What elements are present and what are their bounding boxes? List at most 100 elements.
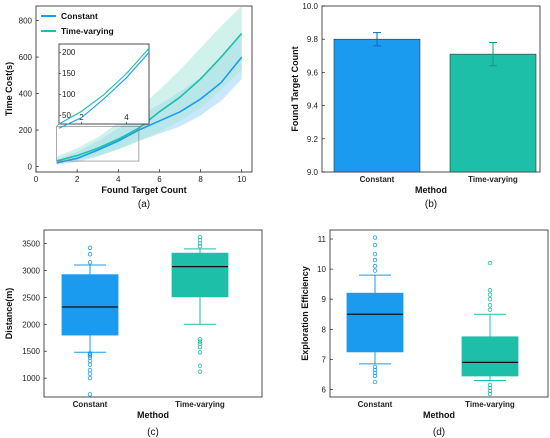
plot-a-xtick-label: 2 (75, 175, 80, 184)
plot-b-ylabel: Found Target Count (290, 46, 300, 131)
outlier-point (87, 362, 93, 367)
plot-a-xtick-label: 0 (34, 175, 39, 184)
outlier-point (487, 391, 493, 397)
inset-ytick-label: 200 (62, 48, 76, 57)
plot-a-ytick-label: 600 (19, 53, 33, 62)
plot-b-xlabel: Method (415, 185, 447, 195)
plot-a-band-time-varying (56, 6, 242, 164)
plot-b-category: Constant (360, 175, 395, 184)
plot-a-xtick-label: 10 (237, 175, 246, 184)
outlier-point (372, 268, 378, 273)
outlier-point (197, 337, 203, 342)
outlier-point (197, 339, 203, 344)
plot-a-ytick-label: 200 (19, 126, 33, 135)
plot-a-ytick-label: 800 (19, 17, 33, 26)
outlier-point (487, 388, 493, 394)
plot-a-ylabel: Time Cost(s) (4, 62, 14, 116)
zoom-region (56, 126, 140, 162)
plot-b-ytick-label: 9.0 (307, 168, 319, 177)
outlier-point (372, 370, 378, 376)
outlier-point (87, 367, 93, 373)
outlier-point (87, 252, 93, 257)
plot-b-ytick-label: 9.8 (307, 35, 319, 44)
outlier-point (372, 367, 378, 373)
plot-d-ytick-label: 8 (322, 325, 327, 334)
outlier-point (487, 307, 493, 312)
outlier-point (197, 243, 203, 249)
plot-c-category: Constant (73, 400, 108, 409)
inset-frame (58, 43, 150, 125)
plot-c-ytick-label: 3500 (22, 239, 40, 248)
plot-d-ylabel: Exploration Efficiency (300, 266, 310, 361)
inset-ytick-label: 100 (62, 90, 76, 99)
plot-b-ytick-label: 9.4 (307, 102, 319, 111)
plot-c-xlabel: Method (137, 410, 169, 420)
outlier-point (487, 260, 493, 266)
box-time-varying (171, 252, 229, 298)
plot-c-ytick-label: 1500 (22, 347, 40, 356)
outlier-point (372, 251, 378, 257)
legend-label: Time-varying (61, 26, 114, 36)
plot-c-ytick-label: 2500 (22, 293, 40, 302)
plot-d-ytick-label: 9 (322, 295, 327, 304)
plot-d-ytick-label: 6 (322, 385, 327, 394)
plot-a-caption: (a) (138, 199, 150, 210)
plot-a-xtick-label: 6 (157, 175, 162, 184)
plot-d-xlabel: Method (423, 410, 455, 420)
plot-b-frame (321, 5, 541, 173)
outlier-point (372, 364, 378, 370)
plot-a-ytick-label: 400 (19, 90, 33, 99)
plot-d-caption: (d) (433, 427, 445, 438)
plot-b-category: Time-varying (468, 175, 518, 184)
bar-time-varying (449, 53, 537, 173)
plot-b-ytick-label: 10.0 (302, 2, 318, 11)
plot-b-ytick-label: 9.2 (307, 135, 319, 144)
plot-c-ytick-label: 1000 (22, 374, 40, 383)
inset-ytick-label: 50 (62, 111, 71, 120)
outlier-point (372, 263, 378, 269)
outlier-point (487, 287, 493, 293)
outlier-point (197, 363, 203, 368)
plot-a-xlabel: Found Target Count (101, 185, 186, 195)
outlier-point (487, 292, 493, 297)
plot-c-ylabel: Distance(m) (4, 288, 14, 340)
outlier-point (87, 351, 93, 356)
outlier-point (487, 385, 493, 391)
outlier-point (87, 375, 93, 381)
plot-b-caption: (b) (425, 199, 437, 210)
plot-d-ytick-label: 7 (322, 355, 327, 364)
outlier-point (87, 371, 93, 377)
outlier-point (197, 341, 203, 346)
legend-label: Constant (61, 11, 98, 21)
inset-line-time-varying (58, 47, 150, 125)
outlier-point (87, 392, 93, 397)
plot-c-ytick-label: 2000 (22, 320, 40, 329)
outlier-point (372, 257, 378, 263)
box-constant (346, 292, 404, 353)
inset-xtick-label: 4 (124, 113, 129, 122)
bar-constant (333, 38, 421, 173)
plot-c-ytick-label: 3000 (22, 266, 40, 275)
plot-a-frame (35, 5, 253, 173)
plot-a-ytick-label: 0 (28, 163, 33, 172)
inset-line-constant (58, 52, 150, 129)
plot-c-category: Time-varying (175, 400, 225, 409)
plot-b-ytick-label: 9.6 (307, 68, 319, 77)
outlier-point (87, 245, 93, 250)
outlier-point (372, 235, 378, 240)
box-constant (61, 274, 119, 336)
plot-c-caption: (c) (147, 427, 159, 438)
plot-d-ytick-label: 11 (318, 235, 327, 244)
outlier-point (487, 297, 493, 302)
outlier-point (197, 234, 203, 240)
outlier-point (197, 369, 203, 374)
plot-c-frame (43, 229, 263, 398)
plot-a-xtick-label: 8 (198, 175, 203, 184)
outlier-point (487, 382, 493, 388)
outlier-point (372, 373, 378, 379)
plot-d-frame (329, 229, 549, 398)
outlier-point (372, 242, 378, 248)
plot-a-line-constant (56, 56, 243, 164)
plot-d-category: Time-varying (465, 400, 515, 409)
